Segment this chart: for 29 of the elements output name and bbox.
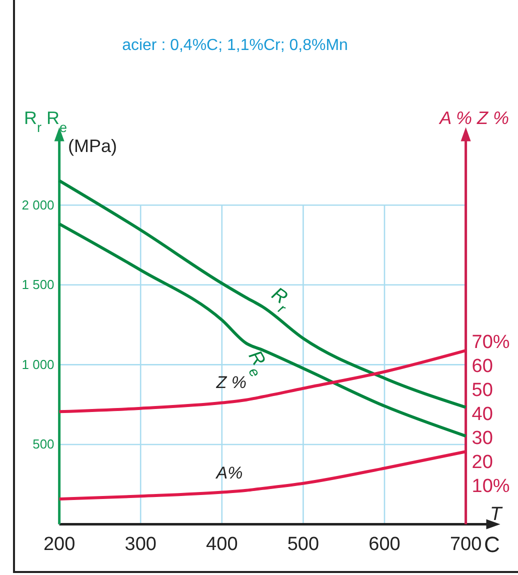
x-axis-title: T: [490, 504, 503, 525]
y2-tick-label: 20: [472, 452, 493, 474]
y-tick-label: 1 500: [22, 277, 54, 292]
y2-tick-label: 70%: [472, 332, 510, 353]
series-label: A%: [215, 463, 243, 482]
line-series: [58, 450, 468, 501]
text: C: [484, 532, 500, 557]
x-tick-label: 300: [124, 534, 156, 555]
line-series: [58, 349, 468, 414]
x-tick-label: 700: [450, 534, 482, 555]
y2-tick-label: 10%: [472, 476, 510, 498]
y-tick-label: 2 000: [22, 197, 54, 212]
y2-tick-label: 40: [472, 404, 493, 425]
y2-tick-label: 60: [472, 356, 493, 377]
line-series: [58, 222, 468, 438]
x-tick-label: 600: [368, 534, 400, 555]
y2-axis-title: A % Z %: [438, 108, 509, 128]
x-tick-label: 200: [43, 534, 76, 555]
series-label: Z %: [215, 372, 247, 392]
x-tick-label: 500: [287, 534, 320, 555]
y2-tick-label: 30: [472, 428, 493, 449]
y-tick-label: 500: [32, 436, 54, 452]
line-series: [58, 179, 468, 409]
y-tick-label: 1 000: [22, 356, 54, 372]
chart-title: acier : 0,4%C; 1,1%Cr; 0,8%Mn: [122, 37, 348, 54]
x-tick-label: 400: [206, 534, 238, 555]
annotation: (MPa): [68, 136, 117, 156]
y-axis-title: R$_{r}$ R$_{e}$: [24, 108, 68, 134]
y2-tick-label: 50: [472, 380, 493, 401]
